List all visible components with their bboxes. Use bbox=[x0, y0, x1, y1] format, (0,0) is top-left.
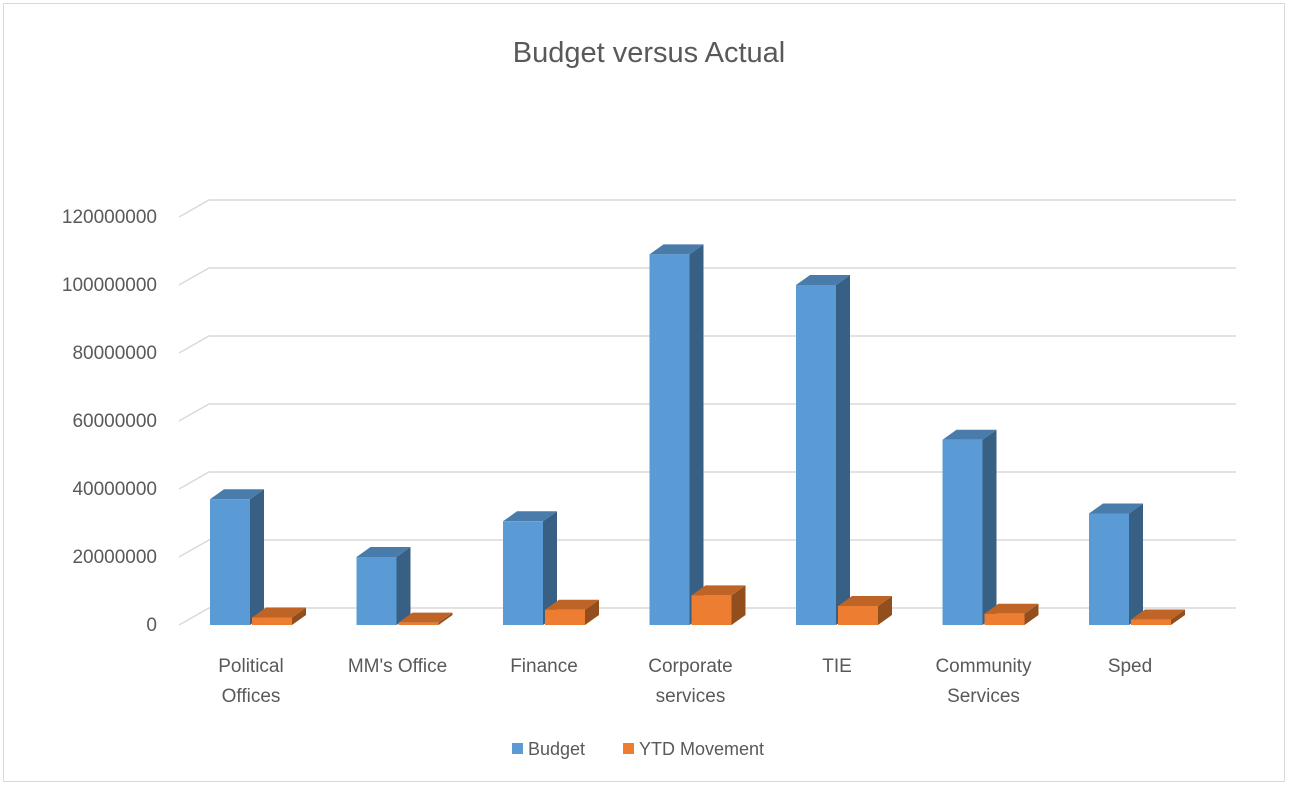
bar-ytd-movement bbox=[1131, 609, 1185, 625]
x-axis-category-labels: Political Offices MM's Office Finance Corpor… bbox=[218, 656, 1152, 707]
bar-top bbox=[1089, 503, 1143, 514]
category-label: Corporate services bbox=[648, 656, 733, 707]
legend-item-budget: Budget bbox=[512, 739, 585, 759]
bar-budget bbox=[503, 511, 557, 625]
category-label: Political Offices bbox=[218, 656, 283, 707]
bar-top bbox=[503, 511, 557, 522]
y-axis-tick-labels: 0 20000000 40000000 60000000 80000000 1000000… bbox=[62, 207, 157, 636]
bar-front bbox=[503, 521, 543, 625]
bar-top bbox=[942, 429, 997, 440]
gridline bbox=[178, 335, 1236, 354]
y-tick-label: 60000000 bbox=[72, 411, 157, 432]
bar-front bbox=[838, 605, 878, 625]
y-tick-label: 0 bbox=[146, 615, 157, 636]
bar-front bbox=[796, 285, 836, 625]
bar-budget bbox=[942, 429, 997, 625]
bar-top bbox=[649, 244, 704, 255]
bar-side bbox=[543, 511, 557, 625]
gridlines bbox=[178, 199, 1236, 626]
category-label: TIE bbox=[822, 656, 852, 677]
gridline bbox=[178, 471, 1236, 490]
category-label: Community Services bbox=[935, 656, 1032, 707]
gridline bbox=[178, 539, 1236, 558]
bar-front bbox=[252, 617, 292, 625]
bar-top bbox=[252, 607, 306, 618]
bar-front bbox=[649, 254, 690, 625]
bar-top bbox=[838, 595, 892, 606]
y-tick-label: 120000000 bbox=[62, 207, 157, 228]
category-label: Finance bbox=[510, 656, 578, 677]
gridline bbox=[178, 607, 1236, 626]
bar-ytd-movement bbox=[545, 599, 599, 625]
bar-side bbox=[1129, 503, 1143, 625]
bars bbox=[210, 244, 1185, 625]
legend-label: Budget bbox=[528, 739, 585, 759]
bar-top bbox=[1131, 609, 1185, 620]
bar-side bbox=[982, 429, 997, 625]
bar-budget bbox=[796, 275, 850, 625]
bar-front bbox=[1131, 619, 1171, 625]
bar-side bbox=[250, 489, 264, 625]
y-tick-label: 20000000 bbox=[72, 547, 157, 568]
category-label: Sped bbox=[1108, 656, 1152, 677]
bar-top bbox=[210, 489, 264, 500]
bar-front bbox=[1089, 513, 1129, 625]
bar-budget bbox=[210, 489, 264, 625]
budget-vs-actual-chart: Budget versus Actual 0 20000000 40000000 60… bbox=[62, 37, 1236, 759]
y-tick-label: 40000000 bbox=[72, 479, 157, 500]
bar-side bbox=[396, 547, 411, 625]
bar-ytd-movement bbox=[984, 603, 1039, 625]
bar-top bbox=[796, 275, 850, 285]
bar-front bbox=[984, 613, 1025, 625]
category-label: MM's Office bbox=[348, 656, 447, 677]
bar-top bbox=[398, 612, 453, 623]
legend-swatch bbox=[623, 743, 634, 754]
bar-ytd-movement bbox=[252, 607, 306, 625]
legend: Budget YTD Movement bbox=[512, 739, 764, 759]
bar-front bbox=[545, 609, 585, 625]
bar-ytd-movement bbox=[838, 595, 892, 625]
legend-swatch bbox=[512, 743, 523, 754]
bar-side bbox=[836, 275, 850, 625]
bar-front bbox=[942, 439, 983, 625]
bar-ytd-movement bbox=[691, 585, 746, 625]
bar-budget bbox=[649, 244, 704, 625]
y-tick-label: 80000000 bbox=[72, 343, 157, 364]
y-tick-label: 100000000 bbox=[62, 275, 157, 296]
bar-front bbox=[210, 499, 250, 625]
bar-side bbox=[585, 599, 599, 625]
bar-side bbox=[1024, 603, 1039, 625]
bar-front bbox=[356, 557, 397, 625]
bar-front bbox=[398, 622, 439, 625]
bar-top bbox=[691, 585, 746, 596]
gridline bbox=[178, 199, 1236, 218]
bar-top bbox=[545, 599, 599, 610]
bar-budget bbox=[1089, 503, 1143, 625]
bar-side bbox=[878, 595, 892, 625]
legend-item-ytd-movement: YTD Movement bbox=[623, 739, 764, 759]
bar-top bbox=[984, 603, 1039, 614]
bar-ytd-movement bbox=[398, 612, 453, 625]
bar-side bbox=[292, 607, 306, 625]
bar-side bbox=[1171, 609, 1185, 625]
gridline bbox=[178, 267, 1236, 286]
chart-frame: Budget versus Actual 0 20000000 40000000 60… bbox=[3, 3, 1285, 782]
bar-side bbox=[438, 612, 453, 625]
bar-budget bbox=[356, 547, 411, 625]
gridline bbox=[178, 403, 1236, 422]
bar-top bbox=[356, 547, 411, 557]
bar-side bbox=[731, 585, 746, 625]
bar-side bbox=[689, 244, 704, 625]
chart-title: Budget versus Actual bbox=[513, 37, 785, 69]
legend-label: YTD Movement bbox=[639, 739, 764, 759]
bar-front bbox=[691, 595, 732, 625]
